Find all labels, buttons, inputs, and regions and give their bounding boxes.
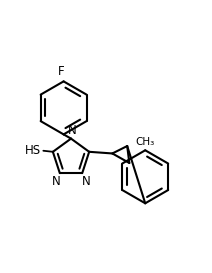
Text: N: N: [82, 175, 91, 188]
Text: N: N: [52, 175, 60, 188]
Text: N: N: [68, 124, 77, 137]
Text: F: F: [58, 65, 65, 78]
Text: CH₃: CH₃: [136, 137, 155, 147]
Text: HS: HS: [25, 144, 41, 157]
